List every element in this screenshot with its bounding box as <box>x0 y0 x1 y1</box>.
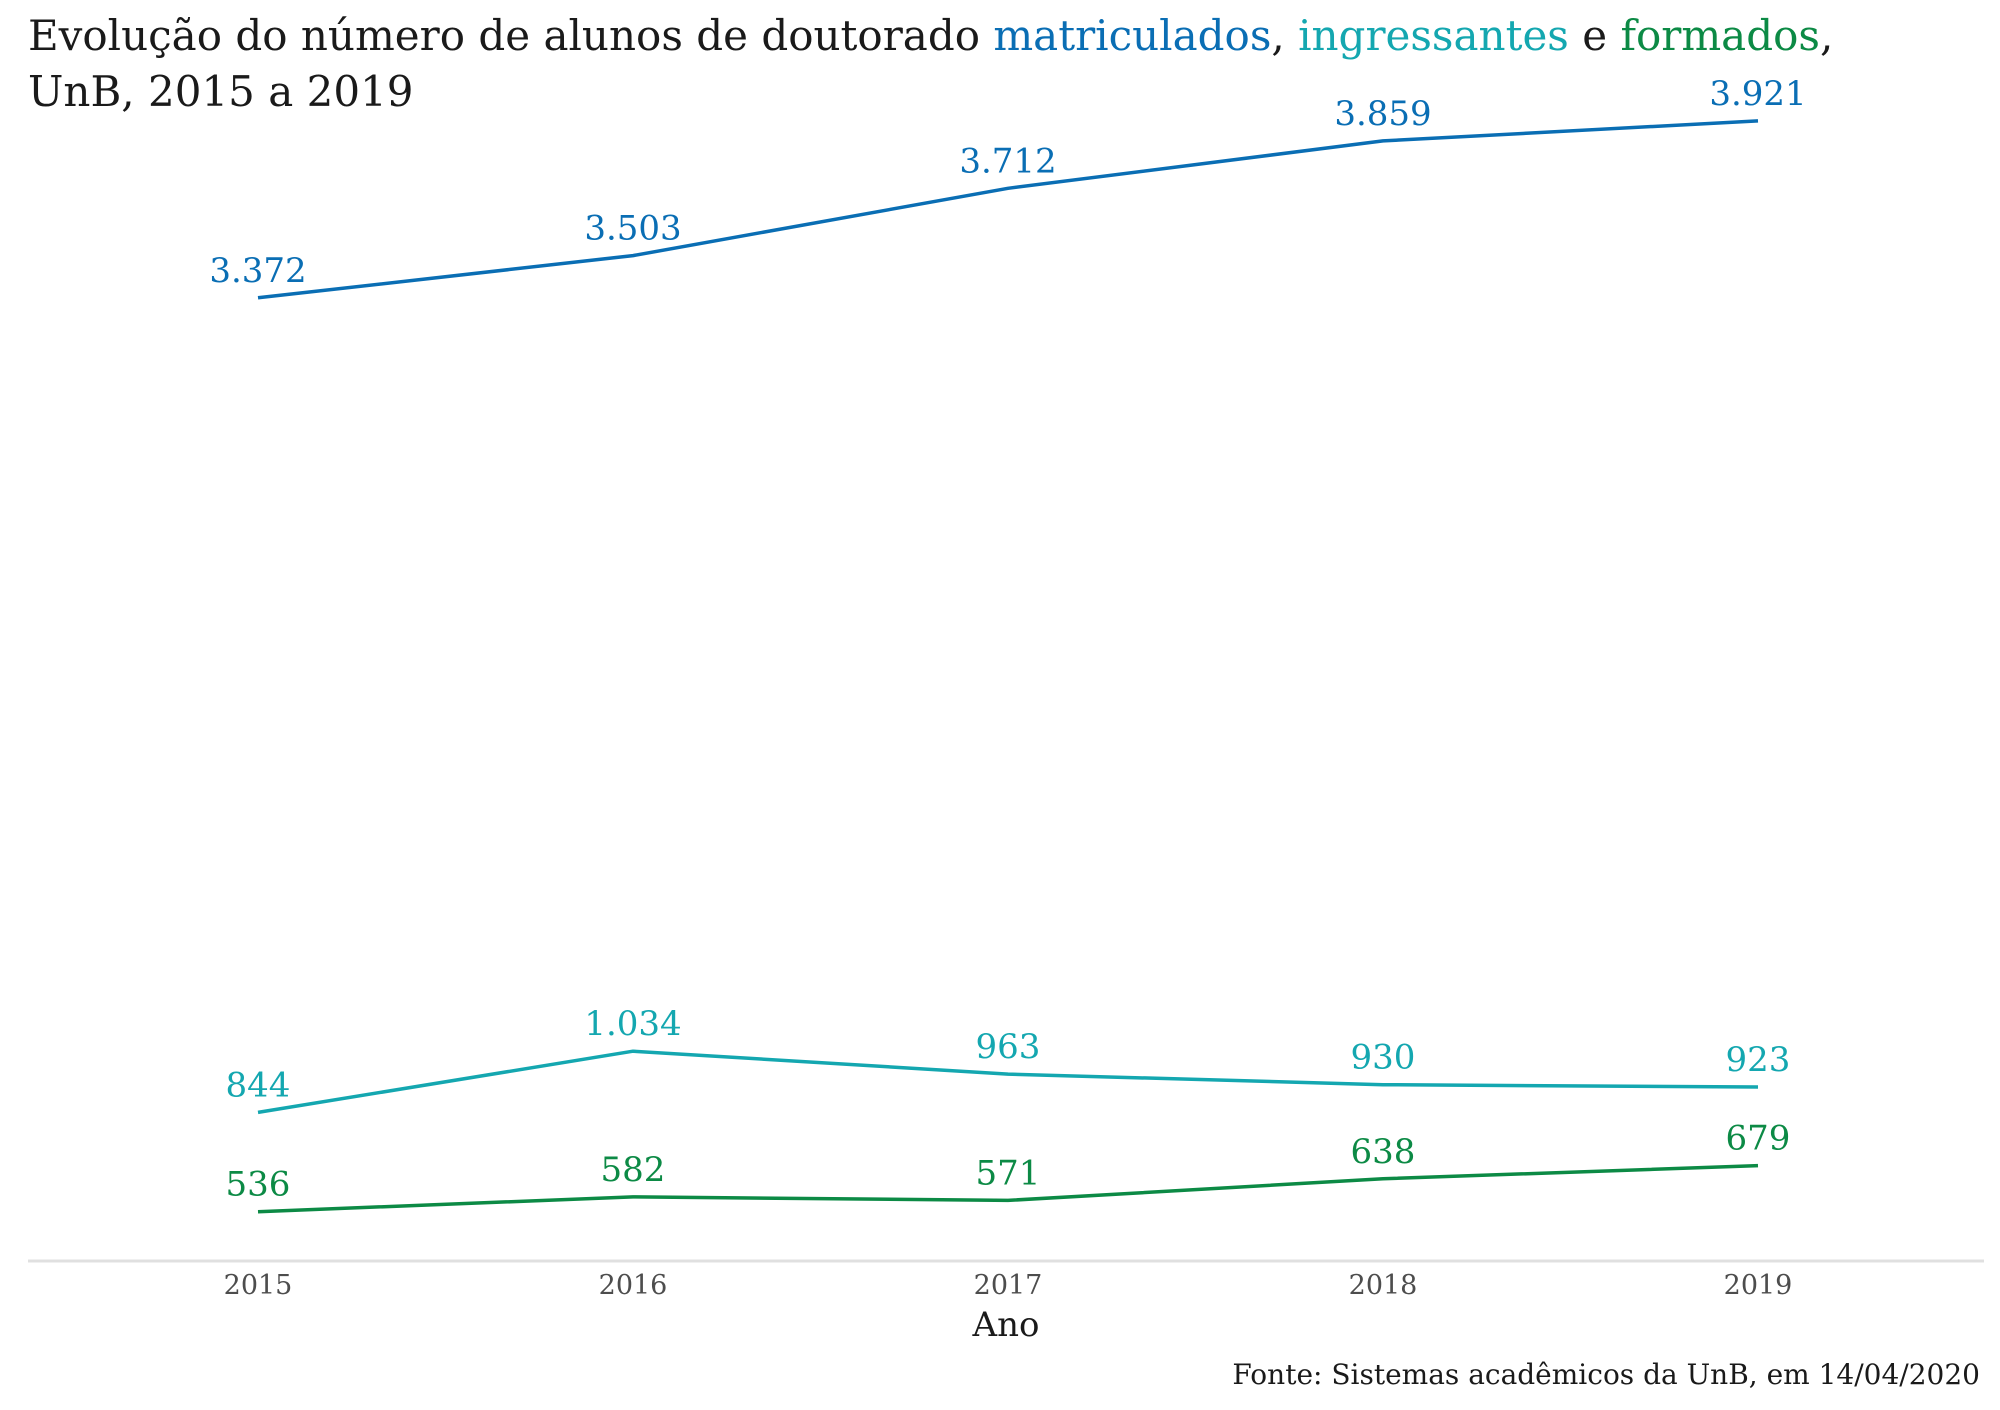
source-caption: Fonte: Sistemas acadêmicos da UnB, em 14… <box>1232 1358 1980 1391</box>
title-series-ingressantes: ingressantes <box>1298 11 1569 60</box>
data-label-ingressantes-2019: 923 <box>1726 1040 1791 1080</box>
series-formados: 536 582 571 638 679 <box>226 1119 1791 1214</box>
data-label-matriculados-2017: 3.712 <box>959 141 1056 181</box>
data-label-matriculados-2016: 3.503 <box>584 209 681 249</box>
series-line-ingressantes <box>257 1049 1759 1115</box>
data-label-matriculados-2018: 3.859 <box>1334 94 1431 134</box>
data-label-ingressantes-2016: 1.034 <box>584 1004 681 1044</box>
data-label-ingressantes-2018: 930 <box>1351 1038 1416 1078</box>
data-label-ingressantes-2015: 844 <box>226 1065 291 1105</box>
x-tick-label-2018: 2018 <box>1349 1270 1418 1301</box>
x-tick-labels: 2015 2016 2017 2018 2019 <box>224 1270 1793 1301</box>
data-label-formados-2015: 536 <box>226 1165 291 1205</box>
x-tick-label-2016: 2016 <box>599 1270 668 1301</box>
series-matriculados: 3.372 3.503 3.712 3.859 3.921 <box>209 74 1807 300</box>
data-label-formados-2017: 571 <box>976 1153 1041 1193</box>
x-tick-label-2019: 2019 <box>1724 1270 1793 1301</box>
title-suffix: , <box>1819 11 1834 60</box>
data-label-formados-2016: 582 <box>601 1150 666 1190</box>
x-axis-title: Ano <box>972 1305 1040 1345</box>
data-label-matriculados-2019: 3.921 <box>1709 74 1806 114</box>
series-layer: 3.372 3.503 3.712 3.859 3.921 844 1.034 963 930 9… <box>209 74 1807 1214</box>
x-tick-label-2017: 2017 <box>974 1270 1043 1301</box>
series-line-formados <box>257 1163 1759 1214</box>
title-line-2: UnB, 2015 a 2019 <box>28 67 414 116</box>
data-label-formados-2018: 638 <box>1351 1132 1416 1172</box>
x-tick-label-2015: 2015 <box>224 1270 293 1301</box>
title-sep-2: e <box>1568 11 1621 60</box>
series-ingressantes: 844 1.034 963 930 923 <box>226 1004 1791 1115</box>
data-label-matriculados-2015: 3.372 <box>209 251 306 291</box>
chart-title: Evolução do número de alunos de doutorad… <box>28 8 1833 120</box>
title-line-1: Evolução do número de alunos de doutorad… <box>28 8 1833 64</box>
data-label-ingressantes-2017: 963 <box>976 1027 1041 1067</box>
title-prefix: Evolução do número de alunos de doutorad… <box>28 11 994 60</box>
title-series-matriculados: matriculados <box>993 11 1272 60</box>
title-sep-1: , <box>1271 11 1299 60</box>
series-line-matriculados <box>257 119 1759 300</box>
data-label-formados-2019: 679 <box>1726 1119 1791 1159</box>
title-series-formados: formados <box>1620 11 1820 60</box>
